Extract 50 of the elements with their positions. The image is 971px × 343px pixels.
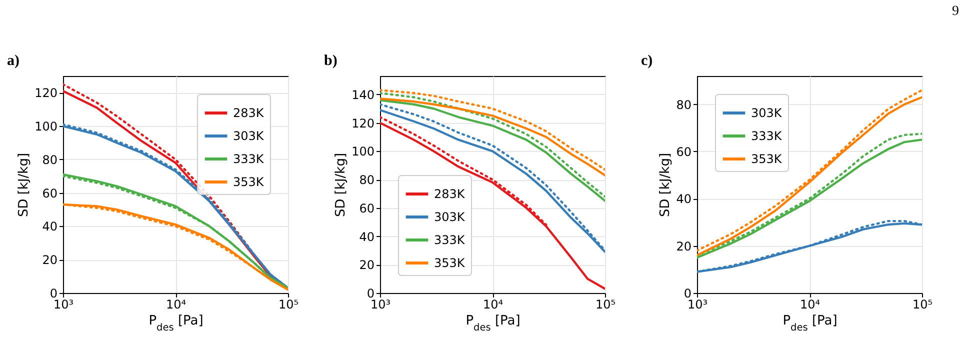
- legend-label: 333K: [233, 152, 265, 166]
- chart-title: c): [641, 53, 653, 69]
- y-tick-label: 80: [42, 152, 58, 167]
- x-tick-label: 10⁵: [595, 298, 616, 312]
- y-tick-label: 0: [366, 286, 374, 300]
- chart-title: b): [324, 53, 338, 69]
- y-tick-label: 0: [684, 286, 692, 300]
- y-tick-label: 120: [34, 86, 58, 100]
- chart-title: a): [7, 53, 20, 69]
- legend-label: 283K: [233, 106, 265, 120]
- y-tick-label: 80: [359, 173, 374, 188]
- x-tick-label: 10³: [687, 298, 708, 312]
- y-tick-label: 100: [352, 144, 374, 159]
- y-tick-label: 120: [352, 116, 374, 130]
- y-tick-label: 20: [42, 253, 58, 268]
- legend-label: 303K: [434, 210, 466, 224]
- y-tick-label: 40: [676, 192, 692, 206]
- y-tick-label: 20: [676, 239, 692, 254]
- y-tick-label: 60: [42, 186, 58, 200]
- y-tick-label: 0: [50, 286, 58, 300]
- legend-label: 333K: [751, 129, 783, 143]
- legend-label: 353K: [233, 175, 265, 189]
- y-tick-label: 60: [676, 144, 692, 159]
- x-tick-label: 10⁵: [278, 298, 299, 312]
- y-axis-title: SD [kJ/kg]: [16, 152, 32, 218]
- legend-label: 283K: [434, 187, 466, 201]
- legend-label: 303K: [233, 129, 265, 143]
- y-tick-label: 140: [352, 88, 374, 102]
- legend-label: 353K: [434, 256, 466, 270]
- x-tick-label: 10⁴: [166, 298, 186, 312]
- x-tick-label: 10³: [370, 298, 391, 312]
- legend-label: 303K: [751, 106, 783, 120]
- y-tick-label: 60: [359, 201, 374, 216]
- legend-label: 333K: [434, 233, 466, 247]
- y-axis-title: SD [kJ/kg]: [658, 152, 674, 218]
- y-tick-label: 100: [34, 120, 58, 134]
- x-tick-label: 10⁵: [912, 298, 933, 312]
- legend-label: 353K: [751, 152, 783, 166]
- y-axis-title: SD [kJ/kg]: [334, 152, 349, 218]
- y-tick-label: 40: [359, 230, 374, 244]
- x-tick-label: 10⁴: [482, 298, 504, 312]
- y-tick-label: 20: [359, 258, 374, 272]
- text: 9: [952, 4, 959, 20]
- y-tick-label: 40: [42, 220, 58, 234]
- x-axis-title: P$_{des}$ [Pa]: [466, 314, 520, 333]
- x-axis-title: P$_{des}$ [Pa]: [782, 314, 838, 333]
- y-tick-label: 80: [676, 98, 692, 112]
- x-tick-label: 10⁴: [800, 298, 820, 312]
- x-tick-label: 10³: [53, 298, 74, 312]
- x-axis-title: P$_{des}$ [Pa]: [148, 314, 204, 333]
